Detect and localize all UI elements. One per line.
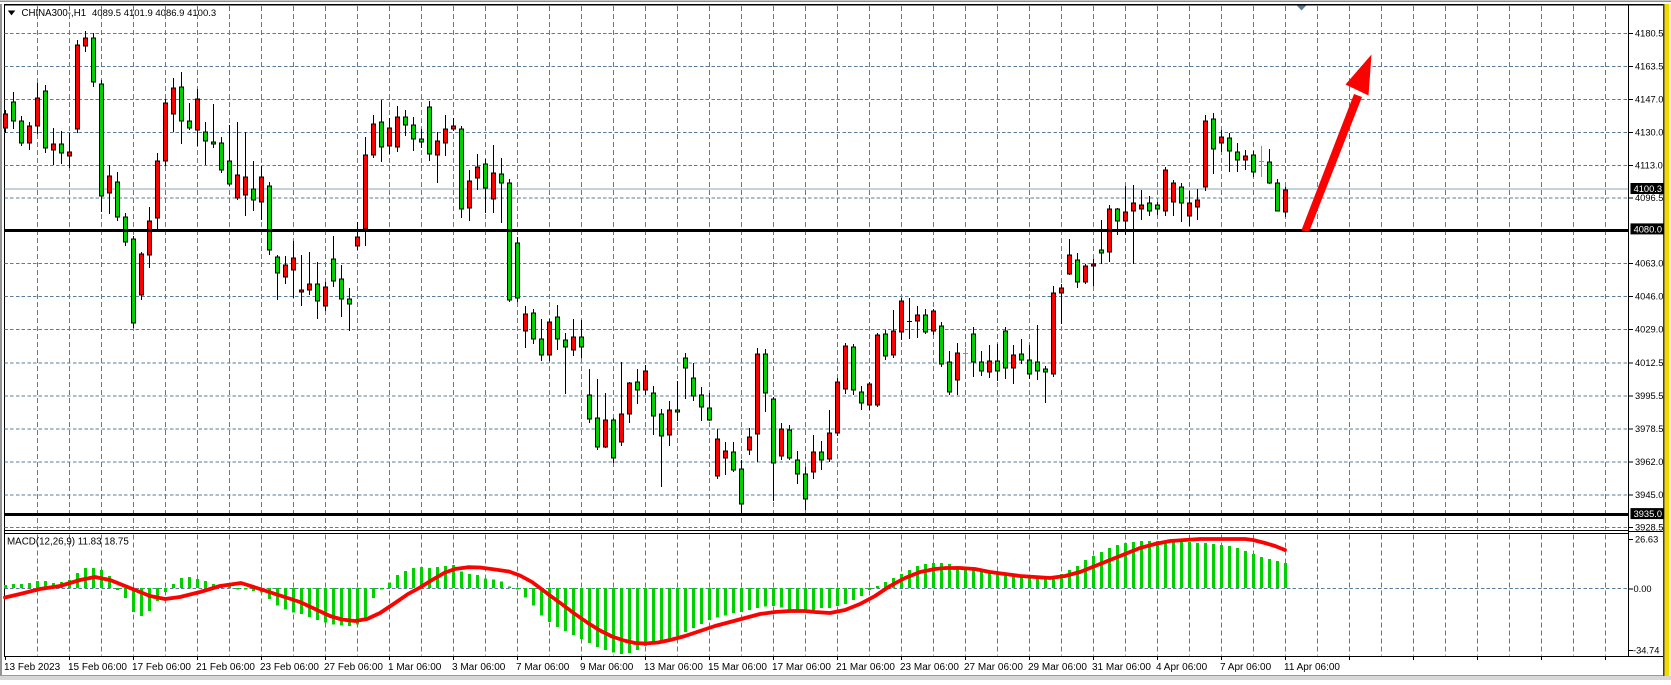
svg-text:9 Mar 06:00: 9 Mar 06:00 xyxy=(580,662,634,673)
svg-text:4089.5 4101.9 4086.9 4100.3: 4089.5 4101.9 4086.9 4100.3 xyxy=(92,8,216,19)
svg-text:23 Feb 06:00: 23 Feb 06:00 xyxy=(260,662,319,673)
svg-text:4113.0: 4113.0 xyxy=(1635,161,1663,171)
svg-text:3995.5: 3995.5 xyxy=(1635,391,1663,401)
svg-text:4 Apr 06:00: 4 Apr 06:00 xyxy=(1156,662,1208,673)
svg-text:21 Feb 06:00: 21 Feb 06:00 xyxy=(196,662,255,673)
svg-text:3 Mar 06:00: 3 Mar 06:00 xyxy=(452,662,506,673)
svg-text:21 Mar 06:00: 21 Mar 06:00 xyxy=(836,662,895,673)
svg-text:4029.0: 4029.0 xyxy=(1635,325,1663,335)
svg-text:13 Mar 06:00: 13 Mar 06:00 xyxy=(644,662,703,673)
svg-text:4046.0: 4046.0 xyxy=(1635,292,1663,302)
svg-text:31 Mar 06:00: 31 Mar 06:00 xyxy=(1092,662,1151,673)
svg-text:MACD(12,26,9) 11.83 18.75: MACD(12,26,9) 11.83 18.75 xyxy=(7,537,129,548)
svg-text:15 Feb 06:00: 15 Feb 06:00 xyxy=(68,662,127,673)
svg-text:13 Feb 2023: 13 Feb 2023 xyxy=(4,662,61,673)
svg-text:0.00: 0.00 xyxy=(1634,584,1652,594)
svg-text:7 Mar 06:00: 7 Mar 06:00 xyxy=(516,662,570,673)
svg-text:26.63: 26.63 xyxy=(1635,535,1658,545)
svg-text:15 Mar 06:00: 15 Mar 06:00 xyxy=(708,662,767,673)
svg-text:4130.0: 4130.0 xyxy=(1635,128,1663,138)
svg-text:17 Mar 06:00: 17 Mar 06:00 xyxy=(772,662,831,673)
svg-text:11 Apr 06:00: 11 Apr 06:00 xyxy=(1284,662,1340,673)
svg-text:27 Feb 06:00: 27 Feb 06:00 xyxy=(324,662,383,673)
svg-text:4180.5: 4180.5 xyxy=(1635,29,1663,39)
svg-text:4096.5: 4096.5 xyxy=(1635,193,1663,203)
svg-text:23 Mar 06:00: 23 Mar 06:00 xyxy=(900,662,959,673)
svg-text:CHINA300-,H1: CHINA300-,H1 xyxy=(22,8,87,19)
svg-text:3935.0: 3935.0 xyxy=(1634,509,1662,519)
svg-text:17 Feb 06:00: 17 Feb 06:00 xyxy=(132,662,191,673)
svg-text:3945.0: 3945.0 xyxy=(1635,490,1663,500)
svg-text:-34.74: -34.74 xyxy=(1633,646,1659,656)
svg-text:3928.5: 3928.5 xyxy=(1635,523,1663,533)
svg-text:4063.0: 4063.0 xyxy=(1635,259,1663,269)
svg-text:29 Mar 06:00: 29 Mar 06:00 xyxy=(1028,662,1087,673)
svg-text:27 Mar 06:00: 27 Mar 06:00 xyxy=(964,662,1023,673)
svg-text:3962.0: 3962.0 xyxy=(1635,457,1663,467)
svg-text:4147.0: 4147.0 xyxy=(1635,95,1663,105)
svg-text:4163.5: 4163.5 xyxy=(1635,62,1663,72)
svg-text:1 Mar 06:00: 1 Mar 06:00 xyxy=(388,662,442,673)
svg-text:7 Apr 06:00: 7 Apr 06:00 xyxy=(1220,662,1272,673)
svg-text:4080.0: 4080.0 xyxy=(1634,224,1662,234)
svg-text:4100.3: 4100.3 xyxy=(1634,184,1662,194)
svg-text:4012.5: 4012.5 xyxy=(1635,358,1663,368)
svg-text:3978.5: 3978.5 xyxy=(1635,424,1663,434)
